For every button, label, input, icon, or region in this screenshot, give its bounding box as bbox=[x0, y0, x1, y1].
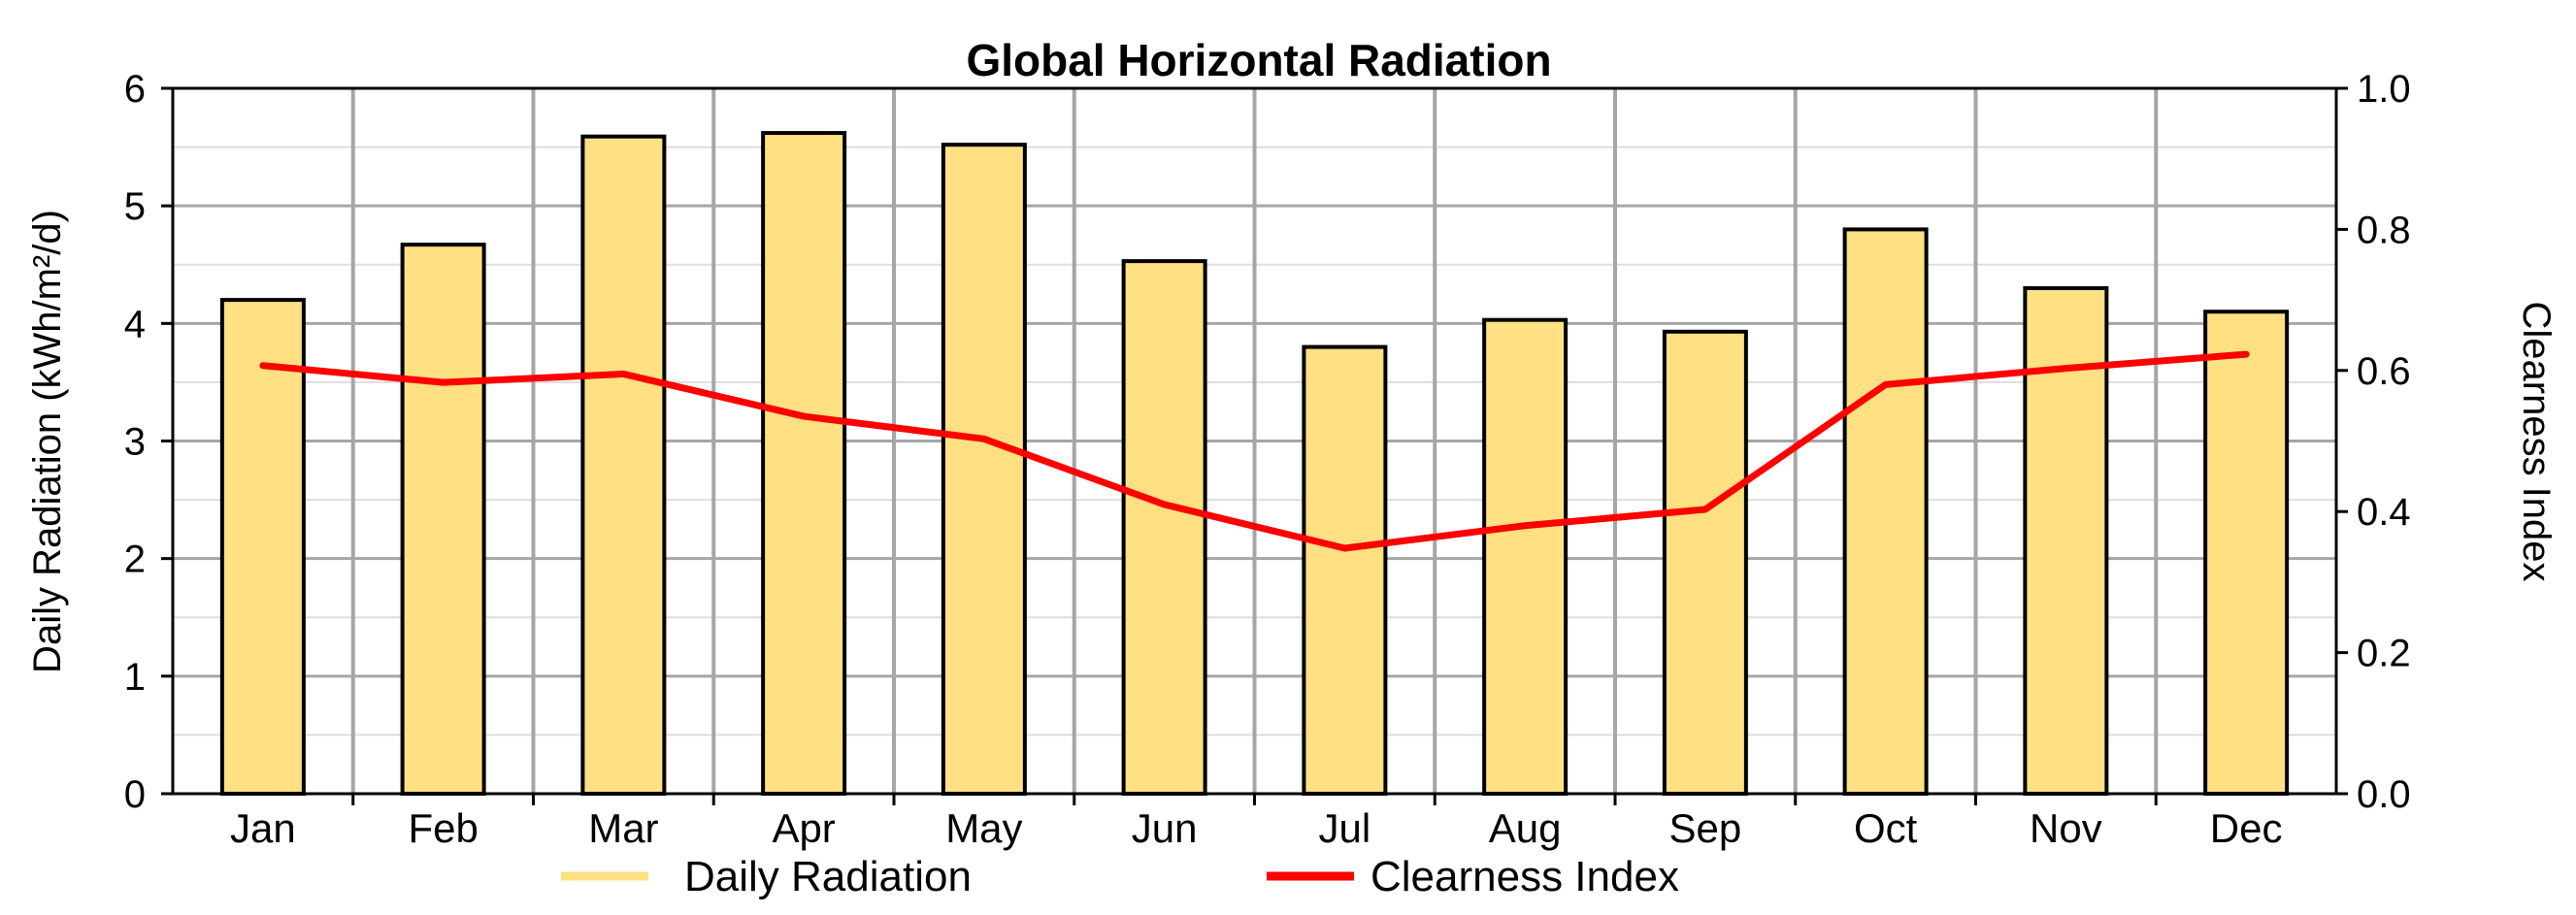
bars bbox=[219, 131, 2290, 797]
y-left-tick-label: 5 bbox=[124, 185, 146, 228]
bar-apr bbox=[761, 131, 847, 796]
bar-may bbox=[941, 143, 1027, 797]
x-tick-label-jan: Jan bbox=[230, 805, 296, 851]
x-tick-label-may: May bbox=[945, 805, 1022, 851]
y-right-tick-label: 0.0 bbox=[2357, 773, 2411, 816]
y-left-tick-label: 3 bbox=[124, 421, 146, 464]
y-axis-left: 0 1 2 3 4 5 6 bbox=[124, 68, 173, 816]
point-nov bbox=[2064, 367, 2067, 370]
point-aug bbox=[1524, 524, 1527, 527]
legend-label-clearness-index: Clearness Index bbox=[1371, 853, 1679, 900]
point-dec bbox=[2245, 353, 2248, 356]
clearness-line bbox=[259, 350, 2250, 552]
x-tick-label-apr: Apr bbox=[772, 805, 835, 851]
y-right-tick-label: 0.4 bbox=[2357, 491, 2411, 534]
point-sep bbox=[1703, 508, 1706, 511]
y-left-tick-label: 2 bbox=[124, 539, 146, 581]
point-may bbox=[982, 438, 985, 441]
bar-oct bbox=[1842, 227, 1929, 796]
x-tick-label-sep: Sep bbox=[1669, 805, 1742, 851]
bar-feb bbox=[400, 243, 486, 796]
bar-jul bbox=[1302, 344, 1388, 796]
clearness-index-line bbox=[259, 350, 2250, 552]
point-jan bbox=[261, 364, 264, 367]
y-left-tick-label: 6 bbox=[124, 68, 146, 111]
y-right-tick-label: 0.6 bbox=[2357, 350, 2411, 393]
y-axis-right: 0.0 0.2 0.4 0.6 0.8 1.0 bbox=[2336, 68, 2411, 816]
point-mar bbox=[622, 373, 625, 376]
x-tick-label-jul: Jul bbox=[1319, 805, 1371, 851]
x-tick-label-mar: Mar bbox=[588, 805, 658, 851]
x-tick-label-feb: Feb bbox=[408, 805, 478, 851]
legend: Daily Radiation Clearness Index bbox=[561, 853, 1679, 900]
x-tick-label-jun: Jun bbox=[1132, 805, 1198, 851]
bar-aug bbox=[1482, 317, 1569, 796]
point-apr bbox=[803, 415, 806, 418]
grid bbox=[173, 88, 2336, 794]
y-left-tick-label: 4 bbox=[124, 303, 146, 345]
point-jul bbox=[1343, 547, 1346, 550]
x-tick-label-oct: Oct bbox=[1854, 805, 1918, 851]
point-feb bbox=[442, 381, 445, 384]
chart-title: Global Horizontal Radiation bbox=[966, 35, 1551, 85]
point-jun bbox=[1163, 503, 1166, 506]
y-left-tick-label: 0 bbox=[124, 773, 146, 816]
y-right-tick-label: 0.8 bbox=[2357, 209, 2411, 251]
y-right-tick-label: 1.0 bbox=[2357, 68, 2411, 111]
y-right-tick-label: 0.2 bbox=[2357, 633, 2411, 675]
bar-sep bbox=[1662, 329, 1748, 796]
y-axis-left-label: Daily Radiation (kWh/m²/d) bbox=[26, 210, 69, 673]
x-axis: Jan Feb Mar Apr May Jun Jul Aug Sep Oct Nov Dec bbox=[230, 794, 2282, 851]
bar-mar bbox=[580, 134, 667, 796]
y-axis-right-label: Clearness Index bbox=[2515, 301, 2558, 581]
x-tick-label-aug: Aug bbox=[1489, 805, 1562, 851]
legend-label-daily-radiation: Daily Radiation bbox=[684, 853, 972, 900]
point-oct bbox=[1884, 383, 1887, 386]
bar-jan bbox=[219, 298, 306, 796]
x-tick-label-dec: Dec bbox=[2210, 805, 2283, 851]
bar-jun bbox=[1121, 259, 1207, 796]
y-left-tick-label: 1 bbox=[124, 656, 146, 699]
bar-dec bbox=[2203, 310, 2290, 796]
x-tick-label-nov: Nov bbox=[2030, 805, 2102, 851]
